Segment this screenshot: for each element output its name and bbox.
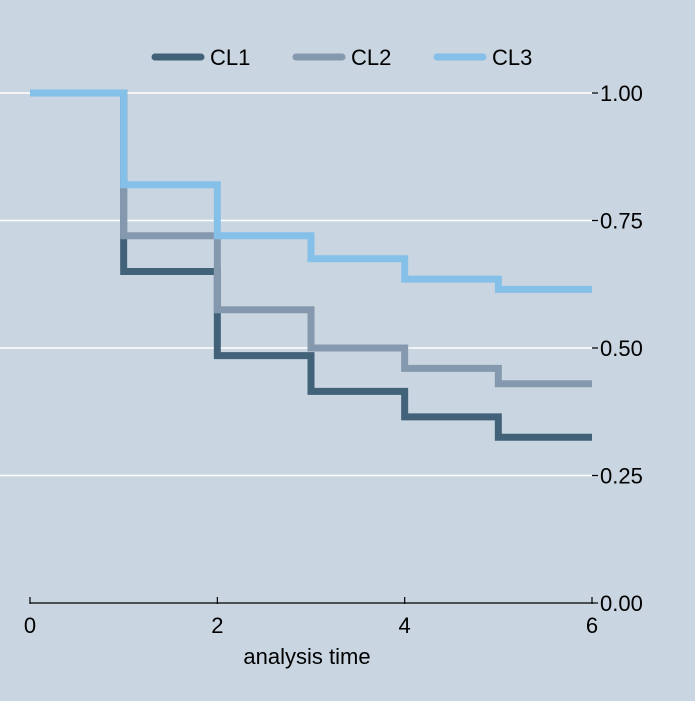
x-tick-label: 4: [399, 613, 411, 638]
gridlines: [0, 92, 592, 477]
y-tick-label: 0.00: [600, 591, 643, 616]
y-tick-label: 0.25: [600, 464, 643, 489]
series-line-cl1: [30, 89, 592, 441]
series-lines: [30, 89, 592, 441]
legend: CL1 CL2 CL3: [151, 45, 532, 70]
series-line-cl3: [30, 89, 592, 293]
legend-label-cl3: CL3: [492, 45, 532, 70]
series-line-cl2: [30, 89, 592, 388]
legend-label-cl1: CL1: [210, 45, 250, 70]
x-axis-label: analysis time: [243, 644, 370, 669]
x-tick-label: 6: [586, 613, 598, 638]
y-tick-label: 0.50: [600, 336, 643, 361]
y-tick-label: 1.00: [600, 81, 643, 106]
y-tick-label: 0.75: [600, 209, 643, 234]
x-tick-label: 2: [211, 613, 223, 638]
axes: 0.00 0.25 0.50 0.75 1.00 0 2 4 6: [24, 81, 643, 638]
x-tick-label: 0: [24, 613, 36, 638]
legend-label-cl2: CL2: [351, 45, 391, 70]
